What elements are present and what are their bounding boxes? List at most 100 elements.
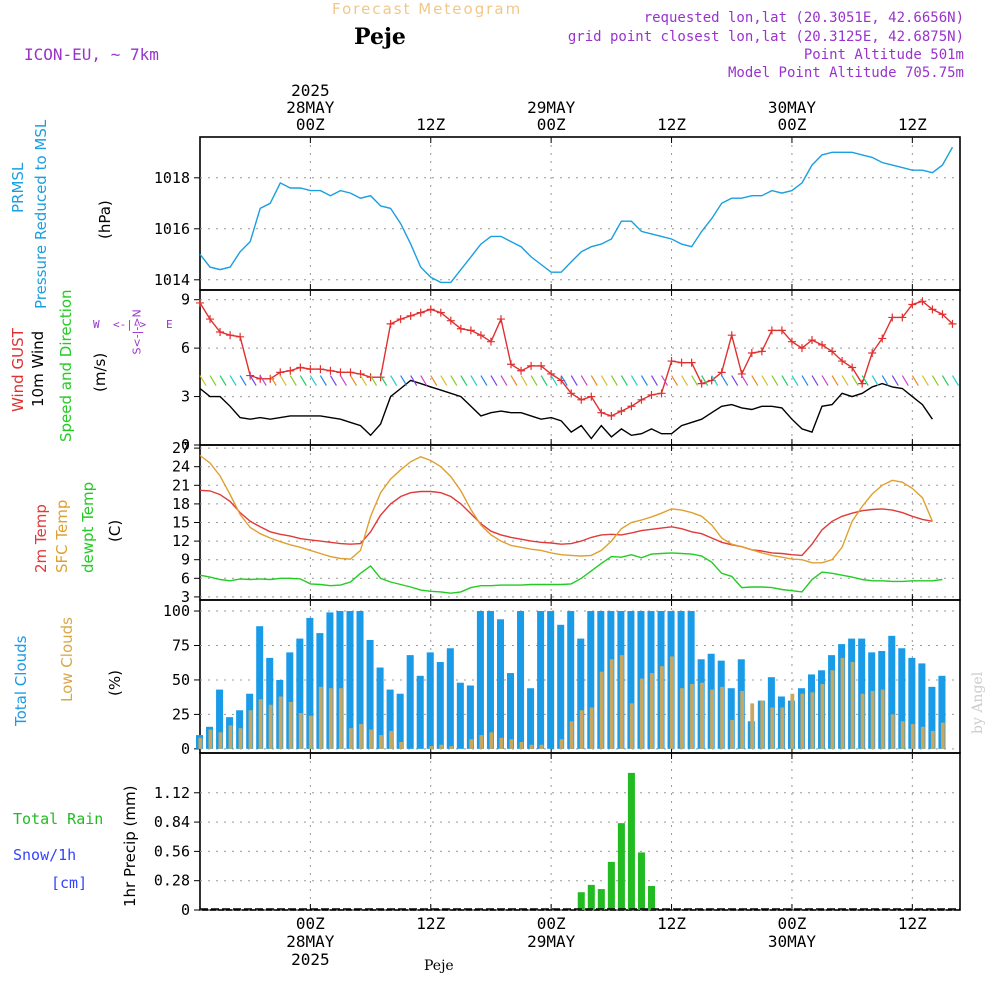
gust-point [808,336,817,345]
wind-arrow [370,375,378,386]
low-cloud-bar [900,721,905,749]
gust-point [366,373,375,382]
gust-point [828,347,837,356]
wind-arrow [841,375,849,386]
gust-point [687,358,696,367]
gust-point [376,373,385,382]
low-cloud-bar [228,725,233,749]
gust-point [416,308,425,317]
total-cloud-bar [627,611,635,749]
low-cloud-bar [479,735,484,749]
low-cloud-bar [800,693,805,749]
gust-point [647,390,656,399]
snow-label: Snow/1h [13,846,77,864]
wind-arrow [339,375,347,386]
model-altitude: Model Point Altitude 705.75m [727,65,964,81]
wind-arrow [450,375,458,386]
wind-arrow [570,375,578,386]
gust-point [697,379,706,388]
bottom-time-label: 29MAY [527,932,576,951]
gust-point [888,313,897,322]
rain-bar [647,885,655,910]
wind-arrow [911,375,919,386]
total-cloud-bar [507,673,515,749]
series-line-wind-gust [199,300,953,417]
gust-point [627,402,636,411]
gust-point [908,300,917,309]
low-cloud-bar [619,655,624,749]
low-cloud-bar [890,714,895,749]
gust-point [727,331,736,340]
panel-frame-precip [199,752,961,911]
top-time-label: 00Z [777,115,806,134]
wind-arrow [380,375,388,386]
wind-arrow [490,375,498,386]
wind-arrow [751,375,759,386]
gust-point [356,369,365,378]
wind-arrow [279,375,287,386]
gust-point [777,326,786,335]
y-tick-label: 3 [181,388,190,406]
compass-mid: <-|-> [113,318,147,331]
gust-point [747,348,756,357]
total-cloud-bar [396,693,404,749]
top-time-label: 30MAY [768,98,817,117]
y-tick-label: 100 [163,602,190,620]
total-cloud-bar [908,657,916,749]
wind-arrow [530,375,538,386]
wind-arrow [520,375,528,386]
series-line-2m-temp [199,489,933,557]
low-cloud-bar [258,699,263,749]
low-cloud-bar [278,696,283,749]
gust-point [476,331,485,340]
total-cloud-bar [486,611,494,749]
gust-point [396,315,405,324]
low-cloud-bar [940,722,945,749]
low-cloud-bar [529,744,534,749]
y-tick-label: 24 [172,458,190,476]
gust-point [757,347,766,356]
top-time-label: 00Z [296,115,325,134]
total-cloud-bar [727,688,735,749]
gust-point [296,363,305,372]
gust-point [216,327,225,336]
low-cloud-bar [389,730,393,749]
wind-arrow [650,375,658,386]
low-cloud-bar [198,737,203,749]
gust-point [206,315,215,324]
total-cloud-bar [376,667,384,749]
total-cloud-bar [346,611,354,749]
total-cloud-bar [567,611,575,749]
rain-bar [627,772,635,910]
gust-point [507,360,516,369]
low-cloud-bar [810,692,815,749]
compass-east: E [166,318,173,331]
gust-point [527,361,536,370]
wind-arrow [671,375,679,386]
gust-point [537,361,546,370]
gust-point [667,357,676,366]
low-cloud-bar [359,724,363,749]
gust-point [587,392,596,401]
wind-arrow [661,375,669,386]
gust-point [496,315,505,324]
low-cloud-bar [208,729,213,749]
y-tick-label: 1.12 [154,784,190,802]
y-tick-label: 0.56 [154,842,190,860]
wind-arrow [951,375,959,386]
top-time-label: 28MAY [286,98,335,117]
y-tick-label: 21 [172,476,190,494]
y-tick-label: 6 [181,569,190,587]
wind-arrow [761,375,769,386]
wind-arrow [871,375,879,386]
gust-point [326,366,335,375]
gust-point [717,368,726,377]
requested-coords: requested lon,lat (20.3051E, 42.6656N) [643,10,964,26]
wind-arrow [721,375,729,386]
total-cloud-bar [416,675,424,749]
total-cloud-bar [286,652,294,749]
wind-arrow [400,375,408,386]
y-tick-label: 0.28 [154,872,190,890]
low-cloud-bar [710,689,714,749]
